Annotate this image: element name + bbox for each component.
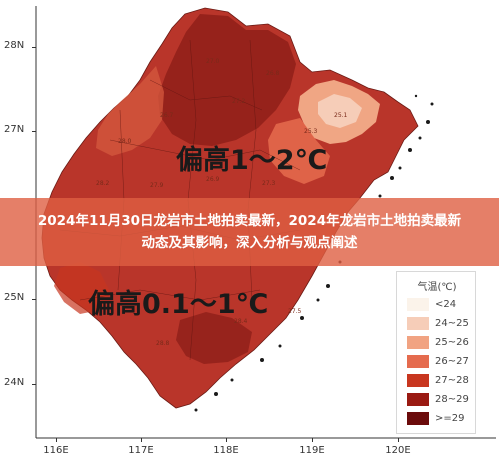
lat-tick: [32, 384, 36, 385]
legend-item: 27~28: [407, 372, 469, 388]
region-dark-south: [176, 312, 252, 364]
region-coastal-lighter: [318, 94, 362, 128]
lon-tick: [312, 438, 313, 442]
banner-title-line2: 动态及其影响，深入分析与观点阐述: [141, 235, 358, 251]
lat-label-25n: 25N: [4, 292, 25, 303]
region-mid-north: [96, 66, 164, 156]
region-mid-south: [54, 262, 110, 314]
lat-tick: [32, 131, 36, 132]
legend-item: 24~25: [407, 315, 469, 331]
station-value: 28.0: [118, 138, 132, 145]
legend-item: 26~27: [407, 353, 469, 369]
lon-label-120e: 120E: [385, 445, 411, 456]
station-value: 28.2: [96, 180, 110, 187]
station-value: 25.3: [304, 128, 318, 135]
station-value: 26.8: [266, 70, 280, 77]
legend-swatch: [407, 392, 429, 406]
lon-tick: [141, 438, 142, 442]
anomaly-label-north: 偏高1～2℃: [176, 145, 328, 176]
temperature-legend: 气温(℃) <24 24~25 25~26 26~27 27~28 28~29 …: [396, 271, 476, 434]
lon-tick: [56, 438, 57, 442]
legend-label: <24: [435, 298, 457, 310]
title-banner: 2024年11月30日龙岩市土地拍卖最新，2024年龙岩市土地拍卖最新 动态及其…: [0, 198, 499, 266]
station-value: 27.9: [150, 182, 164, 189]
legend-swatch: [407, 316, 429, 330]
legend-item: 28~29: [407, 391, 469, 407]
station-value: 27.3: [262, 180, 276, 187]
station-value: 28.8: [156, 340, 170, 347]
coastal-islands: [194, 94, 434, 412]
legend-item: 25~26: [407, 334, 469, 350]
legend-label: 25~26: [435, 336, 469, 348]
legend-label: 24~25: [435, 317, 469, 329]
lat-label-27n: 27N: [4, 124, 25, 135]
lon-label-117e: 117E: [128, 445, 154, 456]
lon-label-119e: 119E: [299, 445, 325, 456]
anomaly-label-south: 偏高0.1～1℃: [88, 289, 269, 320]
legend-title: 气温(℃): [417, 282, 457, 293]
region-dark-north: [158, 14, 296, 146]
legend-label: 27~28: [435, 374, 469, 386]
station-value: 25.1: [334, 112, 348, 119]
lon-label-116e: 116E: [43, 445, 69, 456]
legend-label: 26~27: [435, 355, 469, 367]
legend-swatch: [407, 297, 429, 311]
legend-swatch: [407, 335, 429, 349]
station-value: 28.4: [234, 318, 248, 325]
lat-label-28n: 28N: [4, 40, 25, 51]
station-value: 26.9: [206, 176, 220, 183]
banner-title-line1: 2024年11月30日龙岩市土地拍卖最新，2024年龙岩市土地拍卖最新: [37, 213, 462, 229]
lon-tick: [398, 438, 399, 442]
lon-label-118e: 118E: [213, 445, 239, 456]
lat-tick: [32, 47, 36, 48]
legend-swatch: [407, 354, 429, 368]
station-value: 27.2: [232, 98, 246, 105]
lat-label-24n: 24N: [4, 377, 25, 388]
lat-tick: [32, 299, 36, 300]
legend-label: >=29: [435, 412, 465, 424]
legend-label: 28~29: [435, 393, 469, 405]
legend-item: >=29: [407, 410, 464, 426]
lon-tick: [226, 438, 227, 442]
legend-swatch: [407, 373, 429, 387]
region-coastal-mid: [268, 118, 330, 184]
legend-swatch: [407, 411, 429, 425]
station-value: 26.7: [160, 112, 174, 119]
legend-item: <24: [407, 296, 456, 312]
station-value: 27.5: [288, 308, 302, 315]
station-value: 27.0: [206, 58, 220, 65]
